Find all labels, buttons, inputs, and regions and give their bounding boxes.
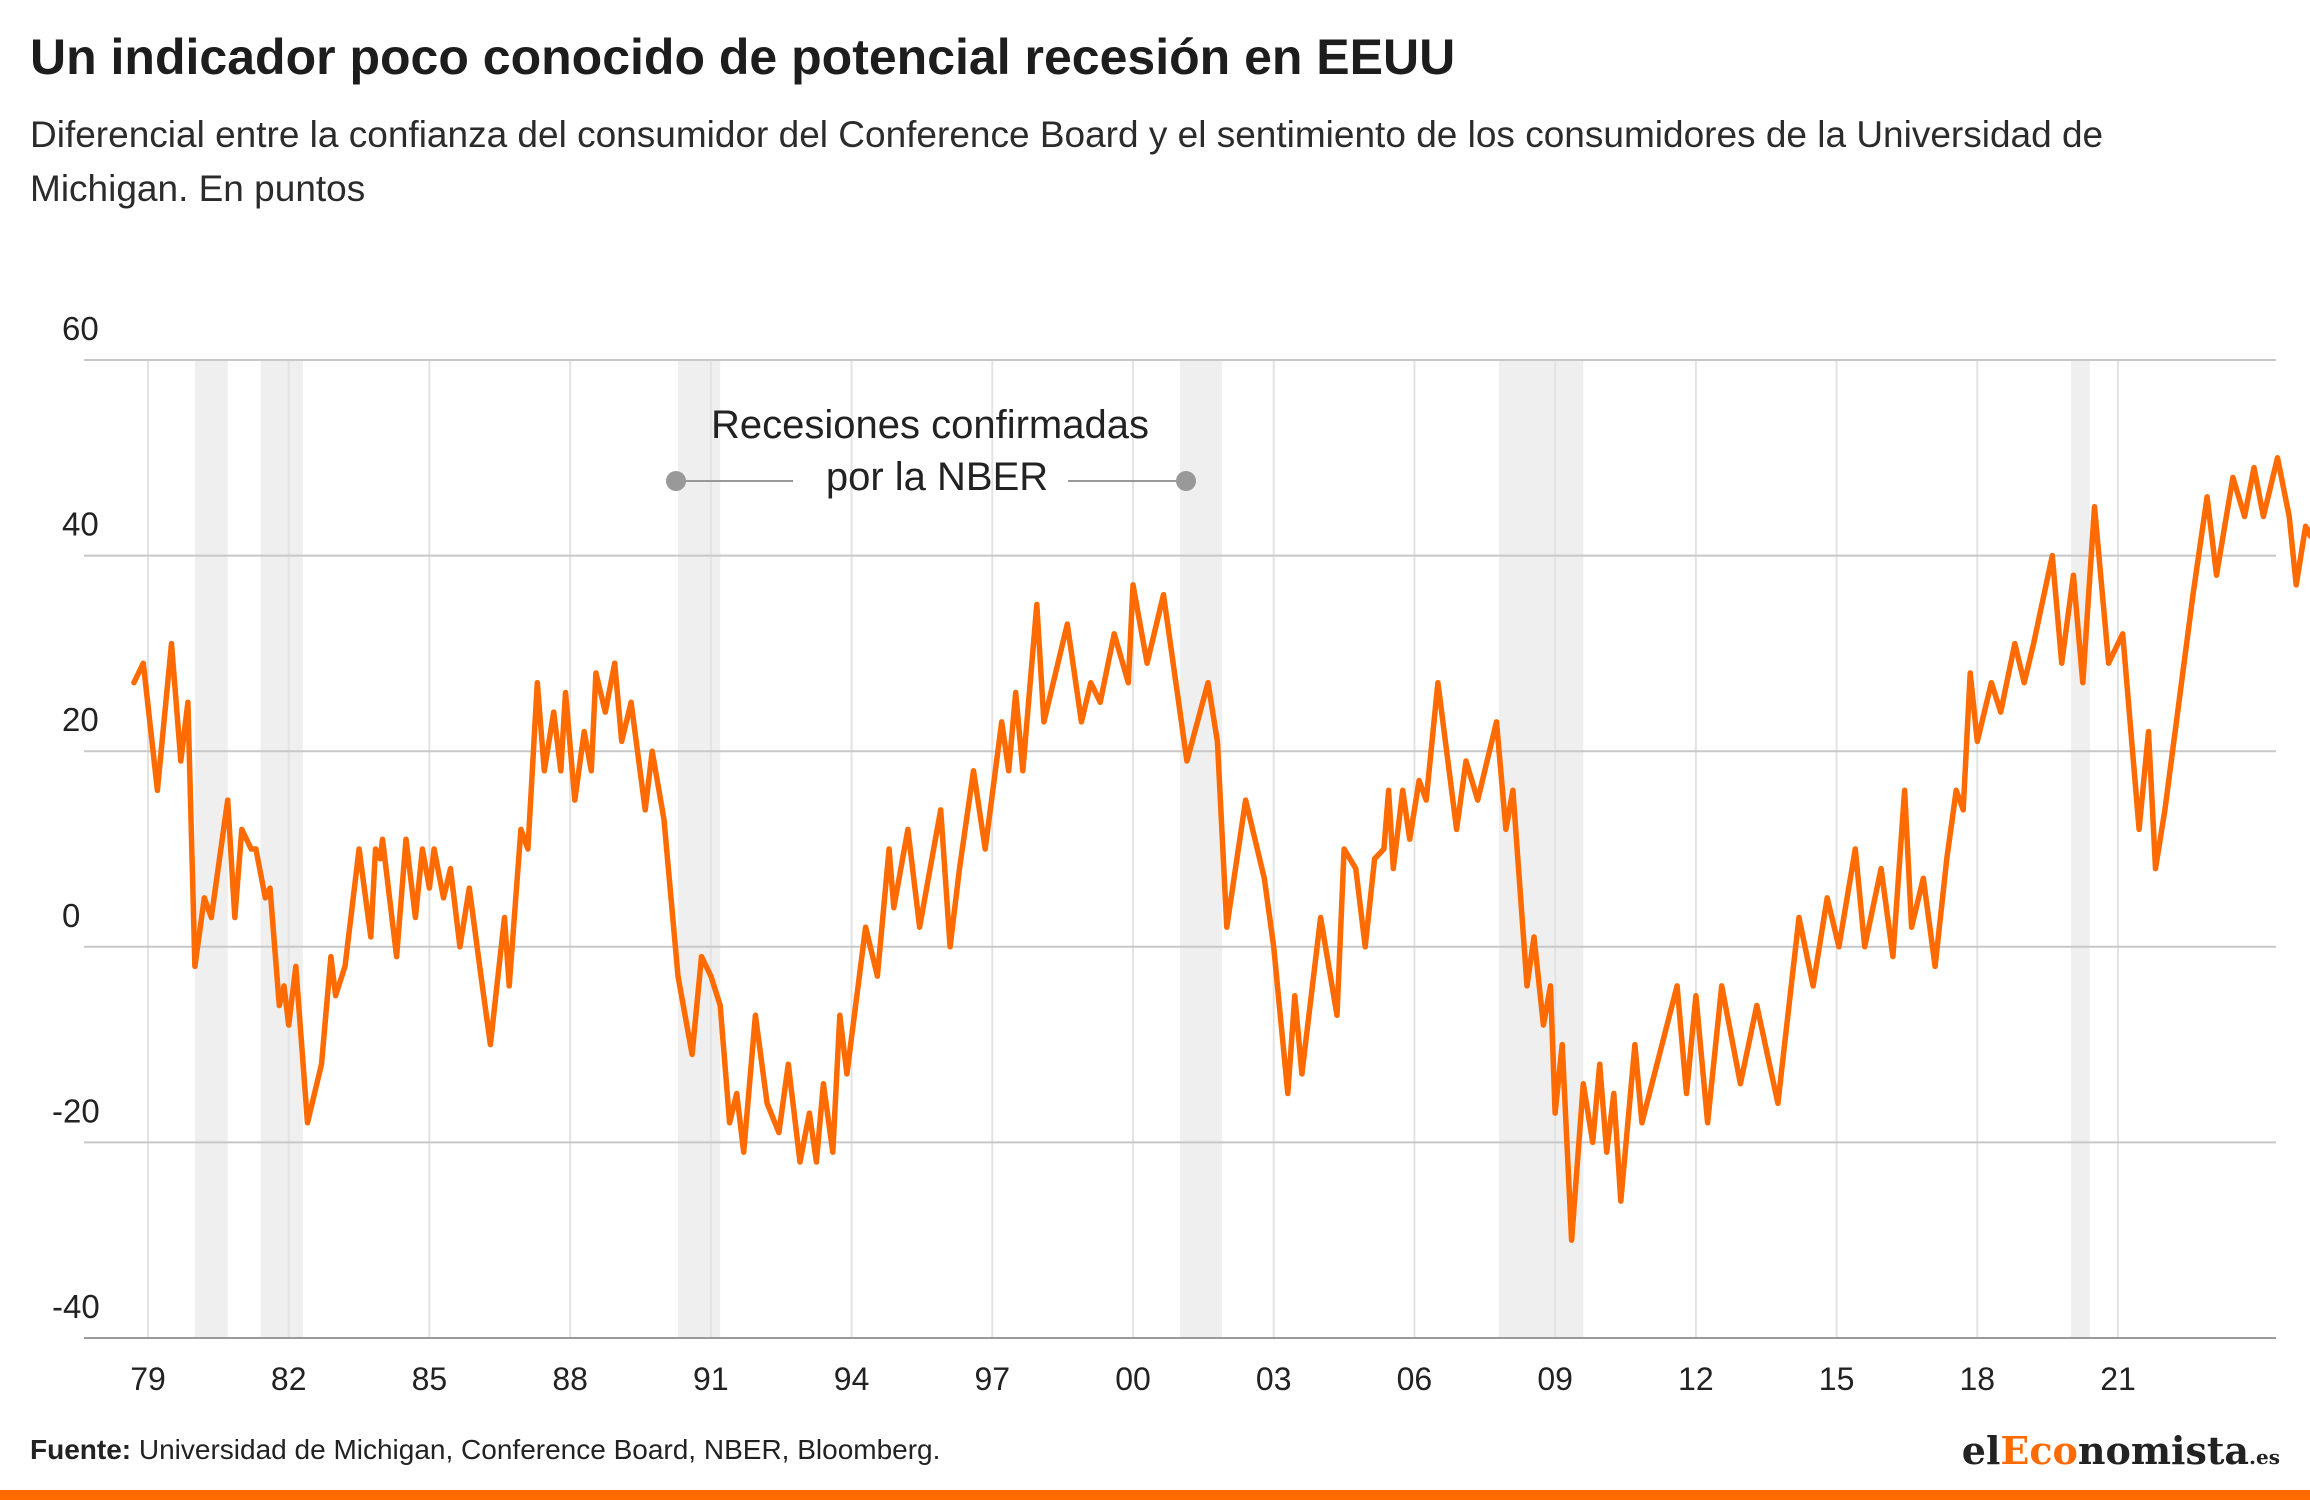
x-tick-label: 00 bbox=[1115, 1361, 1151, 1397]
x-tick-label: 85 bbox=[412, 1361, 448, 1397]
x-tick-label: 12 bbox=[1678, 1361, 1714, 1397]
chart-title: Un indicador poco conocido de potencial … bbox=[30, 29, 1456, 85]
recession-band-5 bbox=[2071, 360, 2090, 1338]
y-tick-label: -20 bbox=[52, 1092, 100, 1129]
brand-logo: elEconomista.es bbox=[1962, 1428, 2280, 1473]
series-layer bbox=[131, 455, 2310, 1243]
source-text: Universidad de Michigan, Conference Boar… bbox=[138, 1434, 941, 1465]
annotation-text-line1: Recesiones confirmadas bbox=[711, 403, 1149, 447]
y-tick-label: 60 bbox=[62, 310, 99, 347]
annotation-text-line2: por la NBER bbox=[826, 455, 1048, 499]
x-tick-label: 97 bbox=[974, 1361, 1010, 1397]
annotation-dot-left bbox=[666, 471, 686, 491]
logo-part-2: Eco bbox=[2000, 1428, 2078, 1473]
x-tick-label: 88 bbox=[552, 1361, 588, 1397]
y-tick-label: -40 bbox=[52, 1288, 100, 1325]
y-axis-tick-labels: 60 40 20 0 -20 -40 bbox=[52, 310, 100, 1325]
line-chart: 60 40 20 0 -20 -40 79 82 85 88 91 94 97 00 03 06 09 12 15… bbox=[52, 310, 2310, 1397]
x-tick-label: 09 bbox=[1537, 1361, 1573, 1397]
logo-part-1: el bbox=[1961, 1428, 2001, 1473]
x-tick-label: 82 bbox=[271, 1361, 307, 1397]
x-tick-label: 03 bbox=[1256, 1361, 1292, 1397]
x-tick-label: 06 bbox=[1397, 1361, 1433, 1397]
recession-band-1 bbox=[260, 360, 303, 1338]
recession-bands bbox=[194, 360, 2090, 1338]
x-axis-tick-labels: 79 82 85 88 91 94 97 00 03 06 09 12 15 18 21 bbox=[130, 1361, 2136, 1397]
logo-tld: .es bbox=[2249, 1445, 2280, 1469]
x-tick-label: 21 bbox=[2100, 1361, 2136, 1397]
x-tick-label: 15 bbox=[1819, 1361, 1855, 1397]
annotation-dot-right bbox=[1176, 471, 1196, 491]
x-tick-label: 94 bbox=[834, 1361, 870, 1397]
recession-band-3 bbox=[1179, 360, 1223, 1338]
recession-annotation: Recesiones confirmadas por la NBER bbox=[666, 403, 1196, 499]
x-tick-label: 79 bbox=[130, 1361, 166, 1397]
chart-subtitle: Diferencial entre la confianza del consu… bbox=[30, 114, 2104, 209]
logo-part-3: nomista bbox=[2077, 1428, 2250, 1473]
bottom-accent-bar bbox=[0, 1490, 2310, 1500]
x-tick-label: 18 bbox=[1959, 1361, 1995, 1397]
source-label: Fuente: bbox=[30, 1434, 132, 1465]
y-tick-label: 0 bbox=[62, 897, 80, 934]
gridlines bbox=[84, 359, 2276, 1339]
y-tick-label: 20 bbox=[62, 701, 99, 738]
x-tick-label: 91 bbox=[693, 1361, 729, 1397]
recession-band-2 bbox=[678, 360, 721, 1338]
source-note: Fuente: Universidad de Michigan, Confere… bbox=[30, 1434, 940, 1466]
y-tick-label: 40 bbox=[62, 506, 99, 543]
